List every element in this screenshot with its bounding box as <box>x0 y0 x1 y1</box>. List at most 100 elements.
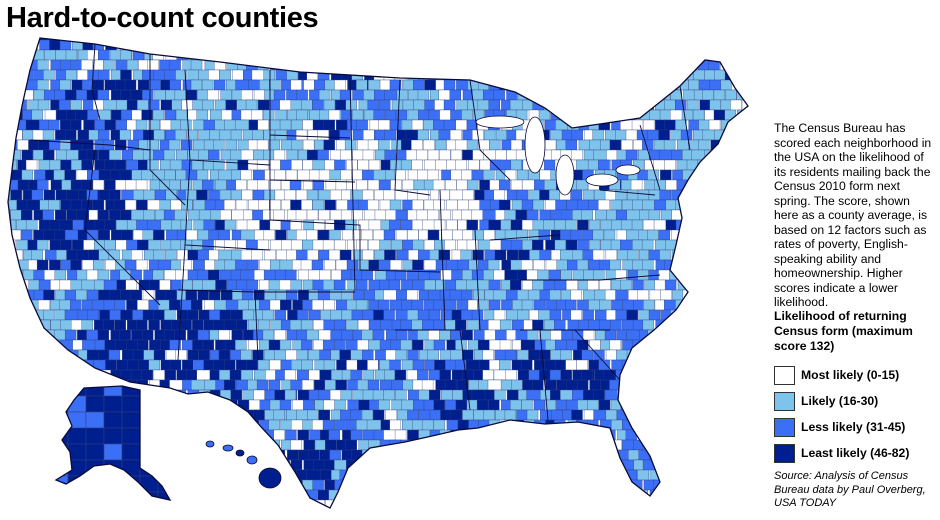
county <box>17 59 29 71</box>
county <box>511 379 523 391</box>
county <box>87 109 99 121</box>
county <box>626 229 638 241</box>
county <box>631 379 643 391</box>
county <box>395 49 408 61</box>
county <box>611 419 623 431</box>
county <box>98 149 110 161</box>
county <box>583 389 595 401</box>
county <box>483 69 496 81</box>
county <box>324 259 336 271</box>
county <box>8 459 19 471</box>
county <box>731 139 748 151</box>
county <box>682 38 695 41</box>
county <box>8 38 13 41</box>
county <box>121 427 141 445</box>
county <box>501 439 513 451</box>
county <box>389 419 401 431</box>
county <box>753 340 764 350</box>
county <box>528 429 540 441</box>
county <box>324 379 336 391</box>
county <box>109 189 121 201</box>
county <box>81 319 93 331</box>
county <box>273 449 286 461</box>
county <box>15 479 27 491</box>
county <box>36 239 49 251</box>
county <box>676 479 689 491</box>
county <box>609 379 632 391</box>
county <box>379 359 391 371</box>
county <box>727 249 748 261</box>
county <box>181 419 193 431</box>
county <box>133 189 145 201</box>
county <box>605 489 618 501</box>
county <box>714 489 726 501</box>
county <box>621 139 633 151</box>
county <box>675 119 687 131</box>
county <box>570 49 582 61</box>
county <box>692 449 704 461</box>
county <box>264 289 276 301</box>
county <box>669 349 681 361</box>
county <box>654 79 666 91</box>
county <box>263 189 276 201</box>
county <box>671 38 694 41</box>
county <box>696 319 709 331</box>
county <box>202 459 215 471</box>
county <box>423 39 436 51</box>
county <box>444 439 467 451</box>
county <box>76 169 89 181</box>
county <box>743 319 748 331</box>
county <box>510 179 523 191</box>
county <box>77 369 89 381</box>
county <box>636 489 648 501</box>
county <box>423 159 436 171</box>
county <box>153 38 166 41</box>
county <box>340 169 352 181</box>
county <box>186 38 210 41</box>
county <box>484 38 497 41</box>
county <box>732 299 744 311</box>
county <box>467 159 480 171</box>
county <box>683 89 695 101</box>
county <box>241 469 254 481</box>
county <box>466 139 479 151</box>
county <box>247 379 259 391</box>
county <box>518 469 530 481</box>
county <box>594 429 606 441</box>
county <box>698 299 721 311</box>
county <box>638 389 650 401</box>
county <box>154 429 166 441</box>
county <box>8 339 17 351</box>
county <box>285 269 297 281</box>
county <box>713 329 725 341</box>
county <box>247 259 259 271</box>
county <box>627 89 640 101</box>
county <box>681 349 693 361</box>
county <box>627 409 639 421</box>
county <box>671 409 683 421</box>
county <box>752 420 770 430</box>
county <box>661 38 673 41</box>
county <box>738 289 748 301</box>
county <box>506 249 519 261</box>
county <box>174 209 186 221</box>
county <box>49 459 61 471</box>
county <box>111 229 123 241</box>
county <box>742 479 748 491</box>
county <box>725 449 737 461</box>
county <box>226 459 239 471</box>
county <box>725 129 748 141</box>
county <box>592 249 605 261</box>
county <box>450 129 462 141</box>
county <box>379 459 391 471</box>
county <box>164 109 177 121</box>
county <box>186 129 199 141</box>
county <box>10 209 22 221</box>
county <box>747 149 748 161</box>
county <box>749 170 760 180</box>
county <box>141 38 154 41</box>
county <box>703 49 715 61</box>
county <box>402 259 415 271</box>
county <box>10 489 22 501</box>
county <box>472 449 495 461</box>
